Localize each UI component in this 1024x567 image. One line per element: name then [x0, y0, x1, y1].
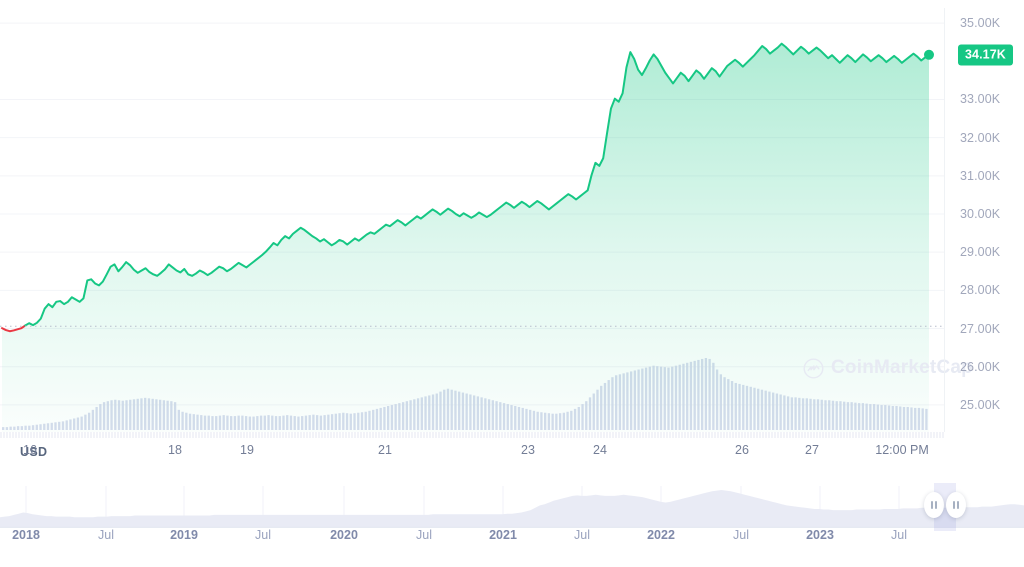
x-axis-tick-label: 21	[378, 443, 392, 457]
y-axis: 35.00K 33.00K 32.00K 31.00K 30.00K 29.00K 28.0…	[944, 0, 1024, 432]
y-axis-tick-label: 32.00K	[960, 130, 1001, 145]
price-line-positive	[24, 42, 930, 327]
navigator-tick-label: 2021	[489, 528, 517, 542]
current-price-marker	[924, 49, 934, 60]
navigator-tick-label: 2019	[170, 528, 198, 542]
x-axis-tick-label: 24	[593, 443, 607, 457]
navigator-tick-label: 2023	[806, 528, 834, 542]
current-price-badge: 34.17K	[958, 44, 1013, 66]
navigator-handle-right[interactable]	[946, 492, 966, 518]
y-axis-tick-label: 29.00K	[960, 245, 1001, 260]
range-navigator[interactable]	[0, 483, 1024, 531]
x-axis-tick-label: 23	[521, 443, 535, 457]
navigator-tick-label: Jul	[891, 528, 907, 542]
price-area-fill	[2, 43, 929, 432]
main-plot-area[interactable]: CoinMarketCap	[0, 0, 973, 432]
navigator-tick-label: 2022	[647, 528, 675, 542]
y-axis-tick-label: 33.00K	[960, 92, 1001, 107]
y-axis-tick-label: 35.00K	[960, 16, 1001, 31]
y-axis-tick-label: 31.00K	[960, 168, 1001, 183]
price-line-negative	[1, 324, 27, 333]
navigator-tick-label: Jul	[733, 528, 749, 542]
x-axis: 16 18 19 21 23 24 26 27 12:00 PM	[0, 432, 945, 462]
y-axis-tick-label: 26.00K	[960, 359, 1001, 374]
navigator-handle-left[interactable]	[924, 492, 944, 518]
y-axis-tick-label: 30.00K	[960, 207, 1001, 221]
navigator-tick-label: Jul	[98, 528, 114, 542]
navigator-tick-label: 2018	[12, 528, 40, 542]
x-axis-tick-label: 26	[735, 443, 749, 457]
navigator-tick-label: Jul	[574, 528, 590, 542]
x-axis-tick-label: 19	[240, 443, 254, 457]
navigator-tick-label: Jul	[416, 528, 432, 542]
y-axis-tick-label: 25.00K	[960, 397, 1001, 412]
y-axis-line	[944, 8, 945, 432]
currency-label: USD	[20, 445, 48, 459]
x-axis-tickband	[0, 432, 944, 438]
price-area-chart[interactable]	[0, 0, 945, 432]
navigator-tick-label: Jul	[255, 528, 271, 542]
navigator-area	[0, 490, 1024, 528]
x-axis-tick-label: 12:00 PM	[875, 443, 929, 457]
x-axis-tick-label: 16	[23, 443, 37, 457]
navigator-series[interactable]	[0, 486, 1024, 528]
navigator-axis: 2018 Jul 2019 Jul 2020 Jul 2021 Jul 2022 Jul 2023 J…	[0, 528, 1024, 558]
x-axis-tick-label: 18	[168, 443, 182, 457]
x-axis-tick-label: 27	[805, 443, 819, 457]
navigator-tick-label: 2020	[330, 528, 358, 542]
y-axis-tick-label: 27.00K	[960, 321, 1001, 336]
y-axis-tick-label: 28.00K	[960, 283, 1001, 298]
